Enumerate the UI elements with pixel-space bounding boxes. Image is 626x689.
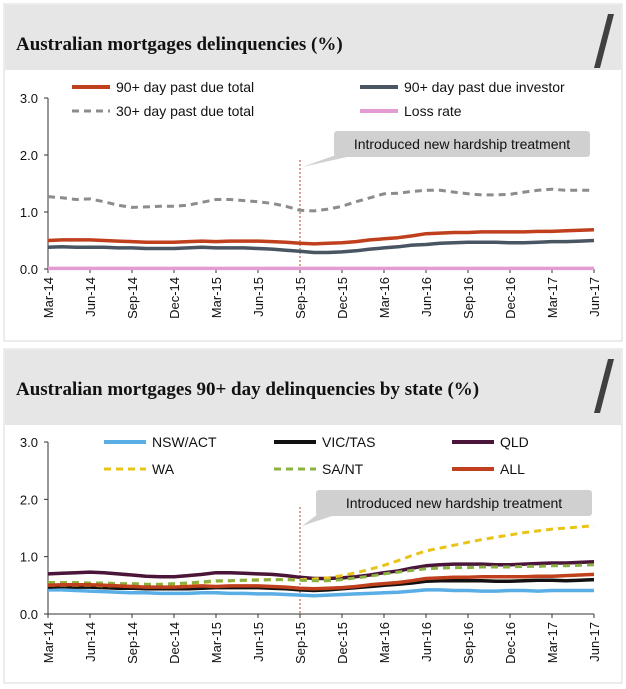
legend-label: Loss rate (404, 103, 462, 119)
legend-label: SA/NT (322, 461, 364, 477)
chart-panel-1: Australian mortgages delinquencies (%) 0.… (3, 3, 623, 342)
panel-header (5, 350, 621, 425)
series-line-nsw-act (48, 588, 594, 598)
legend-label: NSW/ACT (152, 434, 217, 450)
x-tick-label: Mar-17 (545, 277, 560, 318)
header-slash-decoration (594, 14, 614, 68)
y-tick-label: 1.0 (20, 550, 38, 565)
legend-label: VIC/TAS (322, 434, 375, 450)
x-tick-label: Jun-16 (419, 622, 434, 662)
series-line-qld (47, 560, 595, 581)
y-tick-label: 0.0 (20, 607, 38, 622)
x-tick-label: Jun-15 (251, 622, 266, 662)
legend-label: 90+ day past due total (116, 79, 254, 95)
y-tick-label: 3.0 (20, 91, 38, 106)
x-tick-label: Dec-16 (503, 277, 518, 319)
x-tick-label: Mar-16 (377, 277, 392, 318)
header-slash-decoration (594, 359, 614, 413)
y-tick-label: 2.0 (20, 492, 38, 507)
x-tick-label: Dec-14 (167, 277, 182, 319)
x-tick-label: Jun-14 (83, 622, 98, 662)
legend-label: QLD (500, 434, 529, 450)
x-tick-label: Sep-16 (461, 622, 476, 664)
y-tick-label: 2.0 (20, 148, 38, 163)
series-line-wa (48, 524, 595, 588)
legend-label: ALL (500, 461, 525, 477)
series-line-90-day-past-due-total (47, 227, 595, 246)
x-tick-label: Jun-17 (587, 277, 602, 317)
annotation-pointer (302, 514, 338, 526)
x-tick-label: Sep-14 (125, 622, 140, 664)
x-tick-label: Dec-16 (503, 622, 518, 664)
x-tick-label: Mar-15 (209, 277, 224, 318)
annotation-pointer (302, 155, 356, 167)
chart-title: Australian mortgages delinquencies (%) (16, 34, 343, 55)
x-tick-label: Sep-14 (125, 277, 140, 319)
x-tick-label: Jun-14 (83, 277, 98, 317)
annotation-label: Introduced new hardship treatment (346, 495, 562, 511)
x-tick-label: Mar-16 (377, 622, 392, 663)
annotation-box (334, 131, 590, 157)
annotation-label: Introduced new hardship treatment (354, 136, 570, 152)
legend-label: WA (152, 461, 175, 477)
x-tick-label: Mar-14 (41, 277, 56, 318)
y-tick-label: 1.0 (20, 205, 38, 220)
x-tick-label: Sep-15 (293, 622, 308, 664)
x-tick-label: Jun-17 (587, 622, 602, 662)
x-tick-label: Jun-15 (251, 277, 266, 317)
series-line-all (47, 572, 595, 591)
x-tick-label: Mar-17 (545, 622, 560, 663)
series-line-90-day-past-due-investor (47, 238, 595, 255)
x-tick-label: Jun-16 (419, 277, 434, 317)
legend-label: 30+ day past due total (116, 103, 254, 119)
chart-title: Australian mortgages 90+ day delinquenci… (16, 379, 479, 400)
x-tick-label: Dec-15 (335, 622, 350, 664)
x-tick-label: Mar-14 (41, 622, 56, 663)
x-tick-label: Dec-15 (335, 277, 350, 319)
x-tick-label: Sep-16 (461, 277, 476, 319)
y-tick-label: 0.0 (20, 262, 38, 277)
x-tick-label: Mar-15 (209, 622, 224, 663)
x-tick-label: Dec-14 (167, 622, 182, 664)
panel-header (5, 5, 621, 70)
series-line-30-day-past-due-total (47, 187, 594, 213)
y-tick-label: 3.0 (20, 435, 38, 450)
x-tick-label: Sep-15 (293, 277, 308, 319)
chart-panel-2: Australian mortgages 90+ day delinquenci… (3, 348, 623, 684)
annotation-box (316, 490, 592, 516)
legend-label: 90+ day past due investor (404, 79, 565, 95)
